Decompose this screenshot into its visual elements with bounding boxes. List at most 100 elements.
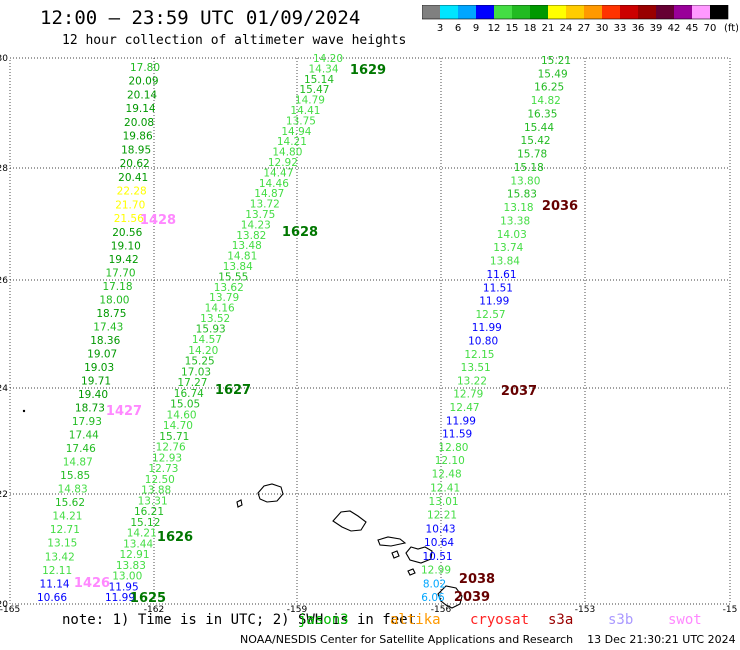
colorbar-tick-label: 18	[524, 23, 537, 34]
algo-altika: altika	[390, 612, 441, 628]
middle-track-value: 14.80	[272, 147, 302, 159]
middle-track-value: 11.99	[105, 592, 135, 604]
west-track-value: 19.03	[84, 362, 114, 374]
west-track-value: 17.80	[130, 62, 160, 74]
west-track-value: 20.09	[128, 76, 158, 88]
east-track-value: 11.51	[483, 282, 513, 294]
west-track-value: 17.18	[102, 281, 132, 293]
east-track-value: 13.18	[504, 202, 534, 214]
middle-track-value: 12.93	[152, 452, 182, 464]
lon-tick-label: -159	[287, 605, 308, 615]
east-track-value: 11.99	[479, 296, 509, 308]
middle-track-value: 15.93	[196, 323, 226, 335]
pass-label-2036: 2036	[542, 199, 578, 214]
colorbar-swatch	[422, 5, 440, 19]
west-track-value: 19.10	[111, 241, 141, 253]
west-track-value: 11.14	[40, 578, 70, 590]
middle-track-value: 14.41	[290, 105, 320, 117]
west-track-value: 18.73	[75, 402, 105, 414]
middle-track-value: 12.91	[119, 549, 149, 561]
east-track-value: 14.82	[531, 95, 561, 107]
footer-credit: NOAA/NESDIS Center for Satellite Applica…	[240, 633, 736, 646]
middle-track-value: 17.27	[177, 377, 207, 389]
colorbar-tick-label: 33	[614, 23, 627, 34]
colorbar-swatch	[692, 5, 710, 19]
east-track-value: 15.83	[507, 189, 537, 201]
middle-track-value: 14.16	[205, 303, 235, 315]
lat-tick-label: 20	[0, 600, 8, 610]
colorbar-tick-label: 30	[596, 23, 609, 34]
middle-track-value: 14.79	[295, 95, 325, 107]
middle-track-value: 12.76	[156, 442, 186, 454]
middle-track-value: 14.94	[281, 126, 311, 138]
middle-track-value: 14.20	[313, 53, 343, 65]
pass-label-1427: 1427	[106, 404, 142, 419]
middle-track-value: 14.87	[254, 188, 284, 200]
island-maui	[405, 546, 433, 564]
colorbar-tick-label: 12	[488, 23, 501, 34]
pass-label-1625: 1625	[130, 591, 166, 606]
east-track-value: 11.99	[472, 322, 502, 334]
west-track-value: 21.56	[114, 213, 144, 225]
colorbar-swatch	[710, 5, 728, 19]
east-track-value: 10.51	[423, 551, 453, 563]
east-track-value: 12.79	[453, 389, 483, 401]
colorbar-swatch	[656, 5, 674, 19]
west-track-value: 22.28	[117, 186, 147, 198]
pass-label-1428: 1428	[140, 213, 176, 228]
west-track-value: 18.00	[99, 295, 129, 307]
lat-tick-label: 26	[0, 276, 8, 286]
west-track-value: 21.70	[115, 199, 145, 211]
east-track-value: 12.21	[427, 510, 457, 522]
middle-track-value: 12.50	[145, 474, 175, 486]
east-track-value: 13.84	[490, 256, 520, 268]
west-track-value: 14.83	[58, 483, 88, 495]
middle-track-value: 13.88	[141, 485, 171, 497]
algo-swot: swot	[668, 612, 702, 628]
hawaiian-islands	[236, 483, 463, 609]
middle-track-value: 13.52	[200, 313, 230, 325]
middle-track-value: 13.00	[112, 571, 142, 583]
lon-tick-label: -156	[431, 605, 452, 615]
colorbar-swatch	[674, 5, 692, 19]
colorbar-swatch	[620, 5, 638, 19]
middle-track-value: 13.31	[138, 495, 168, 507]
east-track-value: 11.61	[486, 269, 516, 281]
middle-track-value: 14.47	[263, 167, 293, 179]
middle-track-value: 15.05	[170, 399, 200, 411]
colorbar-tick-label: 21	[542, 23, 555, 34]
east-track-value: 12.41	[430, 482, 460, 494]
middle-track-value: 15.14	[304, 74, 334, 86]
east-track-value: 12.47	[450, 402, 480, 414]
middle-track-value: 15.55	[218, 271, 248, 283]
island-molokai	[377, 536, 407, 547]
lat-tick-label: 30	[0, 54, 8, 64]
east-track-value: 15.78	[517, 149, 547, 161]
east-track-value: 15.49	[538, 68, 568, 80]
island-lanai	[391, 550, 400, 559]
east-track-value: 15.42	[521, 135, 551, 147]
middle-track-value: 14.81	[227, 251, 257, 263]
island-kauai	[257, 483, 284, 503]
middle-track-value: 13.62	[214, 282, 244, 294]
middle-track-value: 15.47	[299, 84, 329, 96]
west-track-value: 19.71	[81, 375, 111, 387]
west-track-value: 19.07	[87, 348, 117, 360]
island-oahu	[332, 510, 367, 532]
west-track-value: 12.11	[42, 565, 72, 577]
middle-track-value: 11.95	[109, 581, 139, 593]
west-track-value: 14.87	[63, 456, 93, 468]
middle-track-value: 13.44	[123, 538, 153, 550]
east-track-value: 12.57	[476, 309, 506, 321]
east-track-value: 13.74	[493, 242, 523, 254]
east-track-value: 8.02	[423, 578, 446, 590]
page-title: 12:00 — 23:59 UTC 01/09/2024	[40, 7, 361, 29]
east-track-value: 13.01	[429, 496, 459, 508]
lon-tick-label: -153	[575, 605, 595, 615]
west-track-value: 19.86	[123, 131, 153, 143]
west-track-value: 18.75	[96, 308, 126, 320]
middle-track-value: 17.03	[181, 366, 211, 378]
middle-track-value: 13.84	[223, 261, 253, 273]
colorbar-swatch	[584, 5, 602, 19]
colorbar-swatch	[638, 5, 656, 19]
